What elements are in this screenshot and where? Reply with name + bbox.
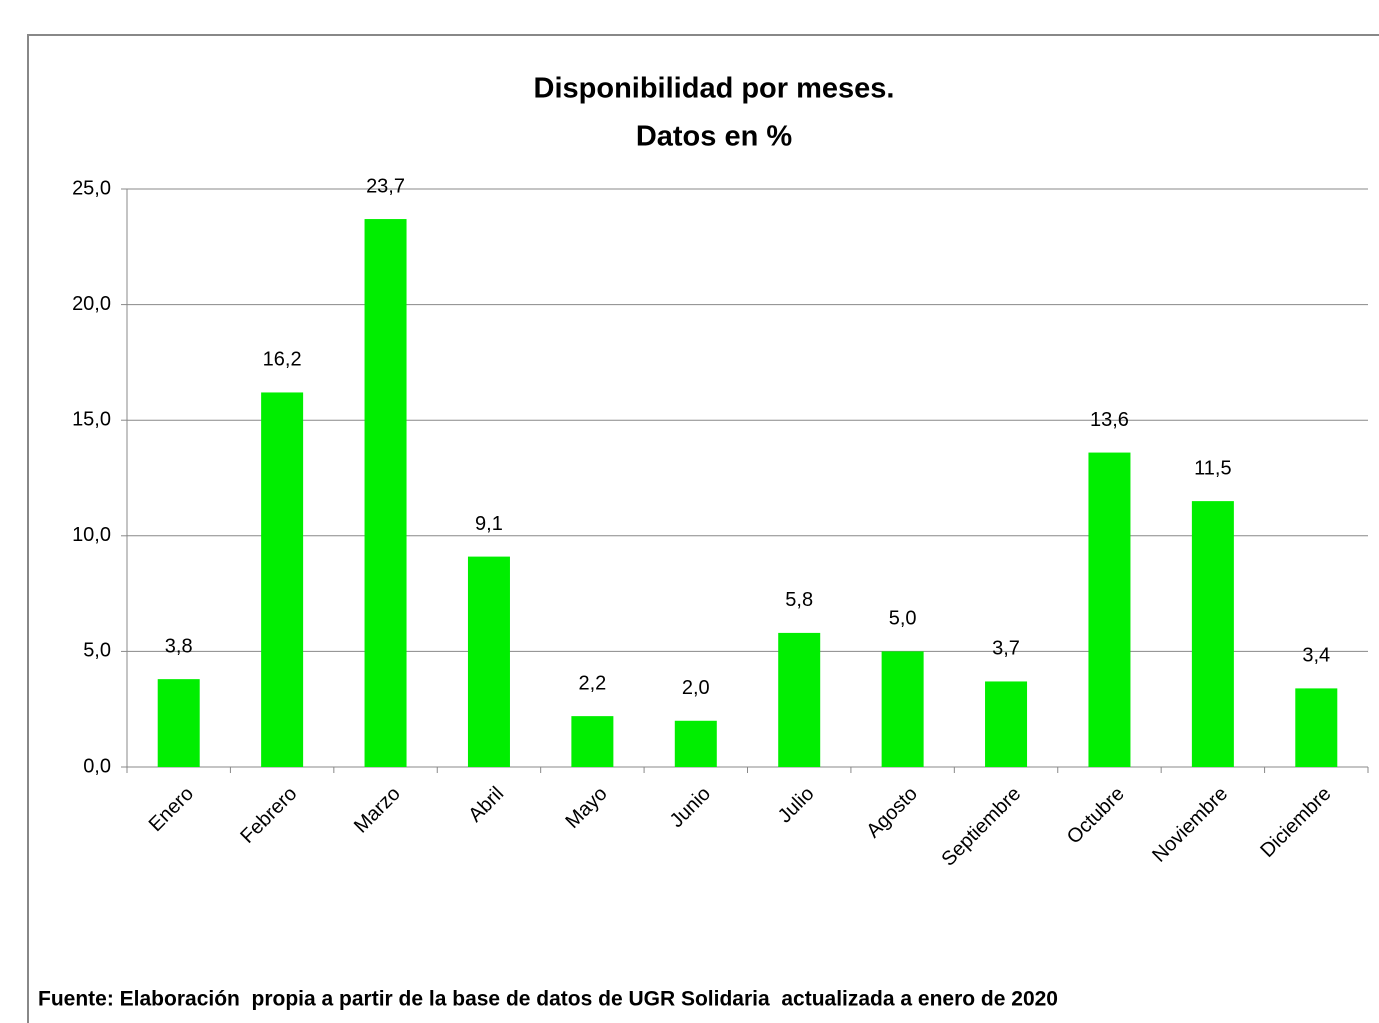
chart-frame xyxy=(27,34,1379,1023)
value-label: 16,2 xyxy=(263,349,302,371)
y-tick-label: 10,0 xyxy=(72,524,111,546)
bar xyxy=(571,716,614,767)
bar xyxy=(1295,688,1338,767)
chart-title: Disponibilidad por meses. xyxy=(534,73,895,105)
value-label: 2,0 xyxy=(682,677,710,699)
bar xyxy=(261,392,304,767)
value-label: 5,0 xyxy=(889,608,917,630)
value-label: 9,1 xyxy=(475,513,503,535)
y-tick-label: 25,0 xyxy=(72,177,111,199)
bar xyxy=(364,219,407,767)
value-label: 3,7 xyxy=(992,638,1020,660)
bar xyxy=(881,651,924,767)
bar xyxy=(778,632,821,767)
bar xyxy=(1191,501,1234,767)
bar xyxy=(985,681,1028,767)
value-label: 3,4 xyxy=(1302,645,1330,667)
y-tick-label: 15,0 xyxy=(72,408,111,430)
value-label: 23,7 xyxy=(366,175,405,197)
value-label: 2,2 xyxy=(578,672,606,694)
value-label: 3,8 xyxy=(165,635,193,657)
value-label: 11,5 xyxy=(1194,457,1231,479)
bar xyxy=(157,679,200,767)
value-label: 13,6 xyxy=(1090,409,1129,431)
y-tick-label: 5,0 xyxy=(83,640,111,662)
y-tick-label: 20,0 xyxy=(72,293,111,315)
y-tick-label: 0,0 xyxy=(83,755,111,777)
source-note: Fuente: Elaboración propia a partir de l… xyxy=(38,988,1058,1011)
bar xyxy=(674,720,717,767)
bar xyxy=(1088,452,1131,767)
value-label: 5,8 xyxy=(785,589,813,611)
bar xyxy=(467,556,510,767)
chart-subtitle: Datos en % xyxy=(636,121,793,153)
